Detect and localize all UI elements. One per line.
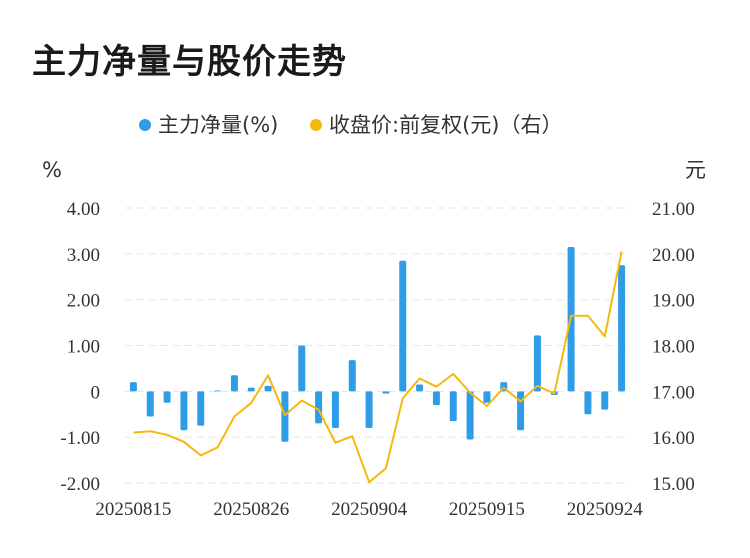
- right-tick-label: 20.00: [652, 245, 695, 266]
- bar: [382, 391, 390, 394]
- bar: [281, 391, 289, 442]
- bar: [298, 345, 306, 392]
- left-axis-ticks: 4.00 3.00 2.00 1.00 0 -1.00 -2.00: [60, 199, 100, 495]
- bar-series: [129, 246, 626, 442]
- left-tick-label: 4.00: [67, 199, 100, 220]
- bar: [601, 391, 609, 410]
- bar: [399, 260, 407, 392]
- legend-line-label: 收盘价:前复权(元)（右）: [329, 113, 562, 137]
- bar: [348, 360, 356, 392]
- bar: [214, 390, 222, 392]
- right-tick-label: 15.00: [652, 474, 695, 495]
- price-line: [133, 251, 623, 484]
- right-axis-unit: 元: [685, 158, 706, 182]
- bar: [432, 391, 440, 406]
- right-axis-ticks: 21.00 20.00 19.00 18.00 17.00 16.00 15.00: [652, 199, 695, 495]
- left-axis-unit: %: [42, 158, 62, 182]
- bar: [129, 382, 137, 392]
- bar: [517, 391, 525, 431]
- line-series: [133, 251, 623, 484]
- left-tick-label: 3.00: [67, 245, 100, 266]
- bar: [264, 385, 272, 392]
- bar: [146, 391, 154, 417]
- bar: [618, 265, 626, 392]
- x-tick-label: 20250826: [213, 499, 289, 520]
- legend-line-marker: [310, 119, 322, 131]
- left-tick-label: -1.00: [60, 428, 100, 449]
- bar: [416, 384, 424, 392]
- bar: [331, 391, 339, 428]
- legend-bar-marker: [139, 119, 151, 131]
- x-axis-ticks: 20250815 20250826 20250904 20250915 20250924: [95, 499, 643, 520]
- gridlines: [125, 207, 630, 484]
- right-tick-label: 21.00: [652, 199, 695, 220]
- left-tick-label: 1.00: [67, 337, 100, 358]
- bar: [533, 335, 541, 392]
- x-tick-label: 20250915: [449, 499, 525, 520]
- right-tick-label: 19.00: [652, 291, 695, 312]
- left-tick-label: 0: [91, 382, 101, 403]
- bar: [466, 391, 474, 440]
- bar: [163, 391, 171, 403]
- bar: [197, 391, 205, 426]
- left-tick-label: 2.00: [67, 291, 100, 312]
- legend: 主力净量(%) 收盘价:前复权(元)（右）: [139, 113, 562, 137]
- bar: [180, 391, 188, 431]
- bar: [584, 391, 592, 415]
- bar: [247, 387, 255, 392]
- left-tick-label: -2.00: [60, 474, 100, 495]
- x-tick-label: 20250924: [567, 499, 644, 520]
- right-tick-label: 17.00: [652, 382, 695, 403]
- x-tick-label: 20250815: [95, 499, 171, 520]
- legend-bar-label: 主力净量(%): [158, 113, 278, 137]
- x-tick-label: 20250904: [331, 499, 408, 520]
- bar: [365, 391, 373, 428]
- bar: [449, 391, 457, 422]
- right-tick-label: 16.00: [652, 428, 695, 449]
- bar: [230, 375, 238, 392]
- chart-title: 主力净量与股价走势: [32, 42, 347, 82]
- bar: [315, 391, 323, 424]
- bar: [483, 391, 491, 403]
- right-tick-label: 18.00: [652, 337, 695, 358]
